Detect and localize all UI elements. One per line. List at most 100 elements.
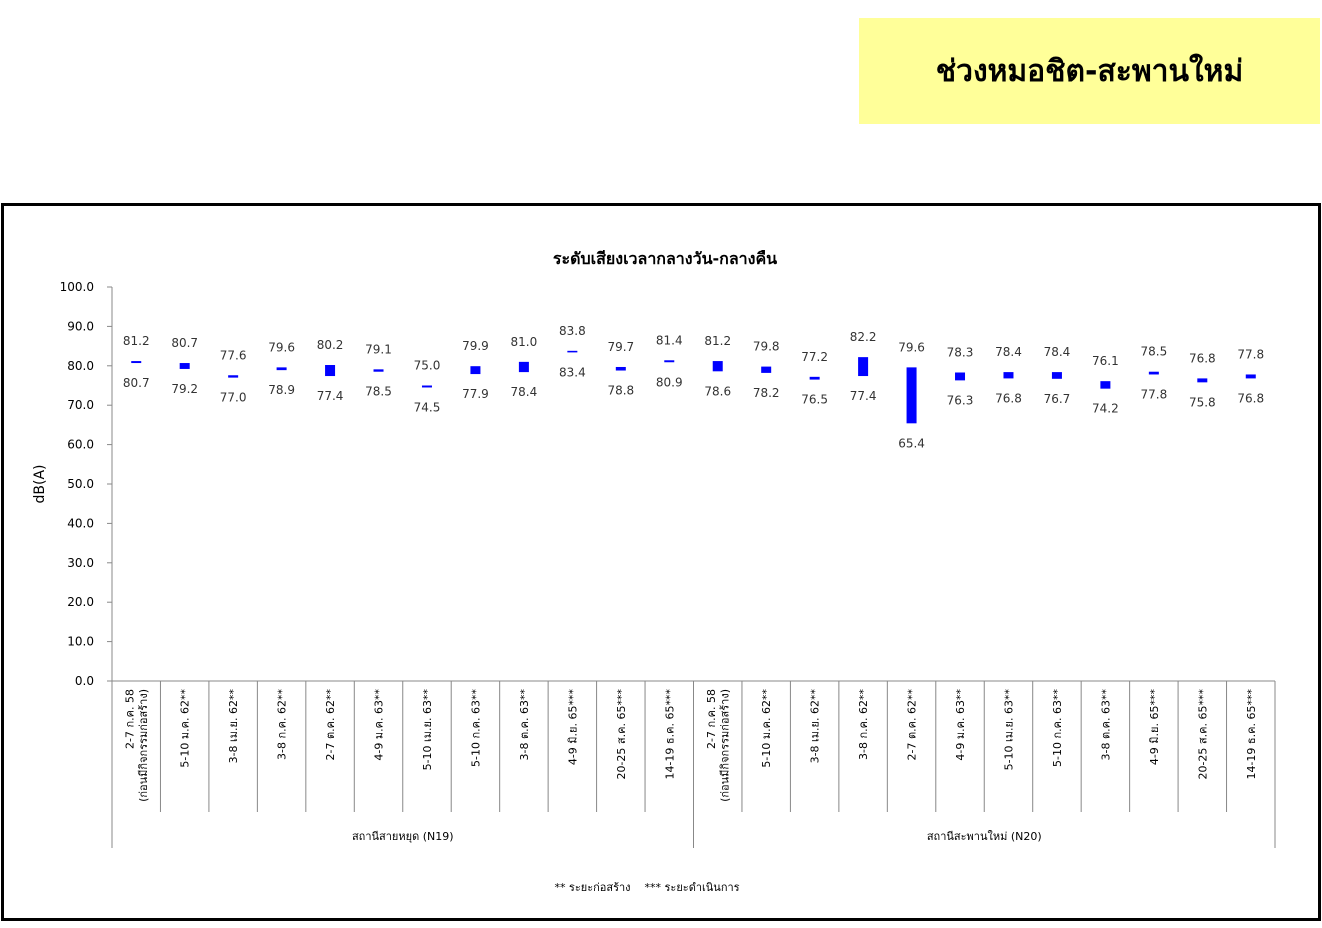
x-tick-label: 20-25 ส.ค. 65*** <box>1196 689 1209 780</box>
high-label: 78.4 <box>1044 345 1071 359</box>
low-label: 76.8 <box>995 391 1022 405</box>
high-label: 81.2 <box>123 334 150 348</box>
range-bar <box>906 367 917 424</box>
x-tick-label: 3-8 ก.ค. 62** <box>857 689 870 760</box>
range-bar <box>955 372 966 381</box>
group-label: สถานีสะพานใหม่ (N20) <box>927 830 1042 843</box>
y-tick-label: 100.0 <box>60 280 94 294</box>
x-tick-label: 5-10 ก.ค. 63** <box>1051 689 1064 767</box>
x-tick-label: 2-7 ต.ค. 62** <box>906 689 919 761</box>
high-label: 77.2 <box>801 350 828 364</box>
high-label: 79.7 <box>607 340 634 354</box>
low-label: 77.4 <box>317 389 344 403</box>
high-label: 82.2 <box>850 330 877 344</box>
range-bar <box>228 375 239 378</box>
range-bar <box>518 361 529 373</box>
high-label: 81.2 <box>704 334 731 348</box>
low-label: 76.3 <box>947 393 974 407</box>
range-bar <box>421 385 432 388</box>
chart-frame <box>1 203 1321 921</box>
low-label: 80.7 <box>123 376 150 390</box>
x-tick-label: 5-10 เม.ย. 63** <box>421 689 434 771</box>
x-tick-label: 5-10 เม.ย. 63** <box>1002 689 1015 771</box>
high-label: 77.8 <box>1237 347 1264 361</box>
high-label: 78.5 <box>1140 345 1167 359</box>
range-bar <box>1100 381 1111 389</box>
range-bar <box>761 366 772 373</box>
high-label: 83.8 <box>559 324 586 338</box>
high-label: 79.9 <box>462 339 489 353</box>
high-label: 77.6 <box>220 348 247 362</box>
low-label: 80.9 <box>656 375 683 389</box>
low-label: 76.5 <box>801 393 828 407</box>
range-bar <box>809 376 820 380</box>
y-tick-label: 60.0 <box>67 438 94 452</box>
x-tick-label: 3-8 เม.ย. 62** <box>227 689 240 764</box>
low-label: 78.9 <box>268 383 295 397</box>
range-bar <box>712 361 723 372</box>
high-label: 78.4 <box>995 345 1022 359</box>
y-tick-label: 90.0 <box>67 319 94 333</box>
range-bar <box>615 366 626 371</box>
low-label: 76.8 <box>1237 391 1264 405</box>
range-bar <box>1148 371 1159 375</box>
y-tick-label: 80.0 <box>67 359 94 373</box>
low-label: 78.6 <box>704 384 731 398</box>
range-bar <box>1197 378 1208 383</box>
x-tick-label: 3-8 ต.ค. 63** <box>518 689 531 761</box>
high-label: 79.6 <box>898 340 925 354</box>
x-tick-label: 4-9 มิ.ย. 65*** <box>1148 689 1161 766</box>
low-label: 77.8 <box>1140 387 1167 401</box>
x-tick-label: 5-10 ม.ค. 62** <box>179 689 192 768</box>
low-label: 65.4 <box>898 436 925 450</box>
high-label: 81.0 <box>511 335 538 349</box>
y-tick-label: 40.0 <box>67 516 94 530</box>
high-label: 81.4 <box>656 333 683 347</box>
x-tick-label: 4-9 มิ.ย. 65*** <box>566 689 579 766</box>
range-bar <box>567 350 578 353</box>
high-label: 80.2 <box>317 338 344 352</box>
low-label: 78.4 <box>511 385 538 399</box>
x-tick-label: 2-7 ก.ค. 58(ก่อนมีกิจกรรมก่อสร้าง) <box>705 689 731 802</box>
x-tick-label: 5-10 ก.ค. 63** <box>469 689 482 767</box>
x-tick-label: 3-8 ต.ค. 63** <box>1099 689 1112 761</box>
footnote: ** ระยะก่อสร้าง *** ระยะดำเนินการ <box>554 881 739 894</box>
y-tick-label: 70.0 <box>67 398 94 412</box>
high-label: 79.1 <box>365 342 392 356</box>
high-label: 76.8 <box>1189 351 1216 365</box>
x-tick-label: 3-8 เม.ย. 62** <box>809 689 822 764</box>
y-tick-label: 50.0 <box>67 477 94 491</box>
range-bar <box>1245 374 1256 379</box>
group-label: สถานีสายหยุด (N19) <box>352 830 454 843</box>
range-bar <box>179 363 190 369</box>
y-tick-label: 20.0 <box>67 595 94 609</box>
low-label: 75.8 <box>1189 395 1216 409</box>
high-label: 75.0 <box>414 359 441 373</box>
x-tick-label: 5-10 ม.ค. 62** <box>760 689 773 768</box>
y-tick-label: 0.0 <box>75 674 94 688</box>
range-bar <box>858 357 869 377</box>
y-axis-label: dB(A) <box>32 465 48 504</box>
low-label: 77.0 <box>220 391 247 405</box>
low-label: 78.8 <box>607 384 634 398</box>
x-tick-label: 14-19 ธ.ค. 65*** <box>1245 689 1258 780</box>
x-tick-label: 2-7 ก.ค. 58(ก่อนมีกิจกรรมก่อสร้าง) <box>124 689 150 802</box>
chart-title: ระดับเสียงเวลากลางวัน-กลางคืน <box>553 249 777 268</box>
header-title: ช่วงหมอชิต-สะพานใหม่ <box>859 18 1320 124</box>
high-label: 79.8 <box>753 340 780 354</box>
x-tick-label: 2-7 ต.ค. 62** <box>324 689 337 761</box>
range-bar <box>470 366 481 375</box>
low-label: 77.9 <box>462 387 489 401</box>
range-bar <box>373 369 384 372</box>
x-tick-label: 4-9 ม.ค. 63** <box>373 689 386 761</box>
low-label: 78.5 <box>365 385 392 399</box>
low-label: 77.4 <box>850 389 877 403</box>
range-bar <box>1003 372 1014 379</box>
x-tick-label: 3-8 ก.ค. 62** <box>276 689 289 760</box>
low-label: 79.2 <box>171 382 198 396</box>
high-label: 79.6 <box>268 340 295 354</box>
range-bar <box>1051 372 1062 379</box>
x-tick-label: 14-19 ธ.ค. 65*** <box>663 689 676 780</box>
y-tick-label: 30.0 <box>67 556 94 570</box>
